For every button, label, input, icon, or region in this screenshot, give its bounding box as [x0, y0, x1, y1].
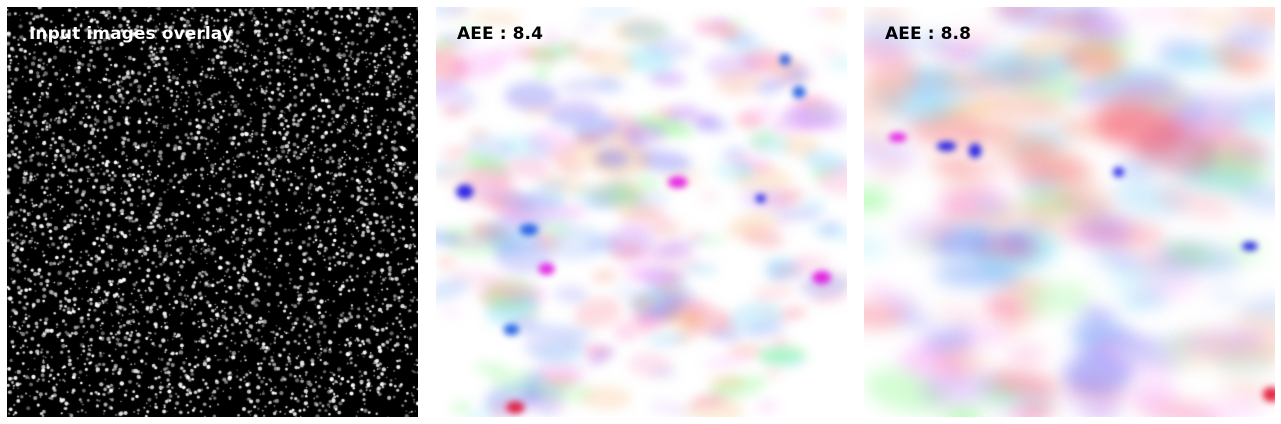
particle-image — [7, 7, 418, 417]
input-images-panel: Input images overlay — [7, 7, 418, 417]
flow-color-map — [864, 7, 1275, 417]
flow-result-panel-2: AEE : 8.8 — [864, 7, 1275, 417]
panel-title: Input images overlay — [29, 24, 234, 44]
flow-color-map — [436, 7, 847, 417]
aee-label: AEE : 8.4 — [457, 24, 544, 44]
flow-result-panel-1: AEE : 8.4 — [436, 7, 847, 417]
aee-label: AEE : 8.8 — [885, 24, 972, 44]
